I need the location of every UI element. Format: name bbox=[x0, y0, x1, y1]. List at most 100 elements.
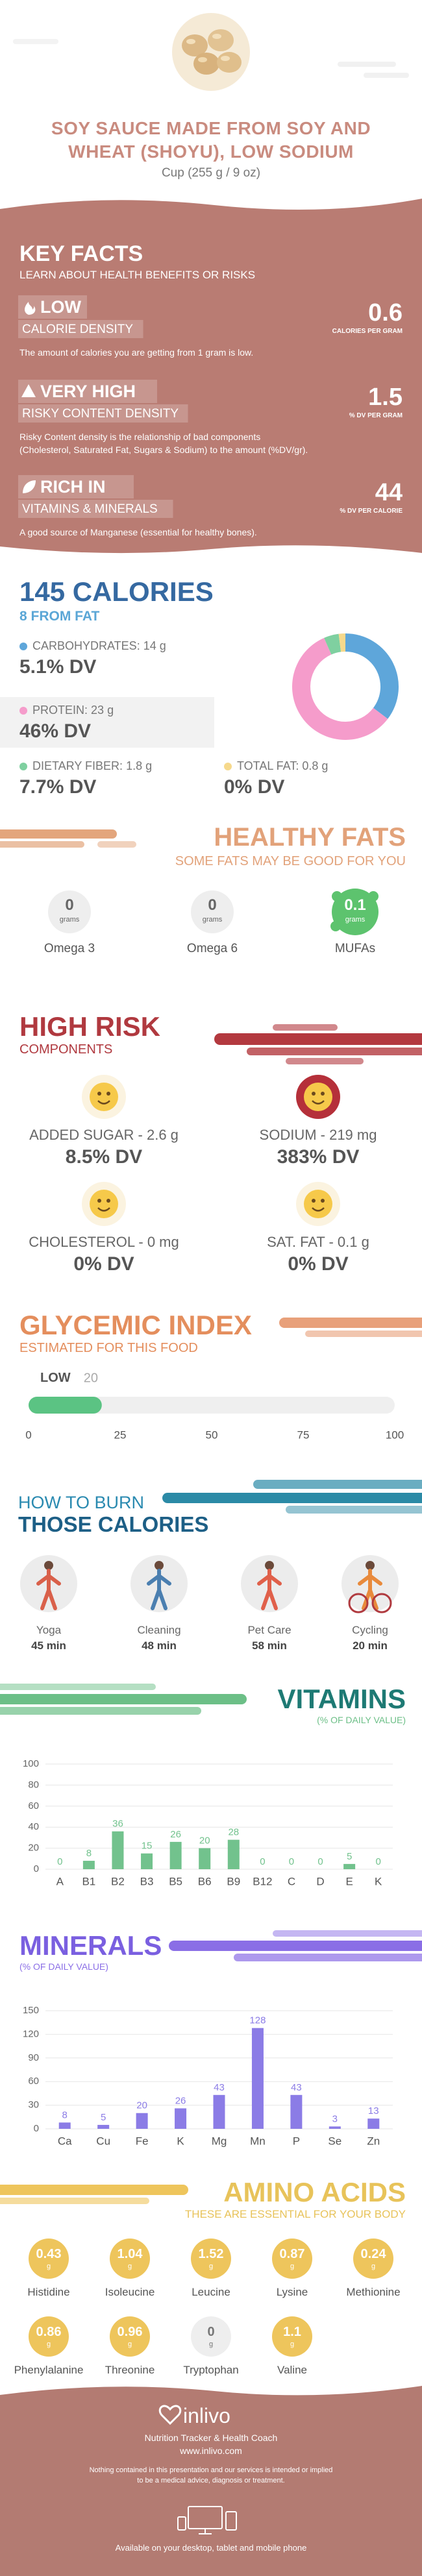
emoji-mouth bbox=[97, 1207, 110, 1212]
amino-value: 0.86 bbox=[36, 2325, 62, 2339]
activity-time: 20 min bbox=[353, 1639, 388, 1652]
amino-stripes bbox=[0, 2185, 188, 2204]
amino-unit: g bbox=[208, 2263, 214, 2270]
value-label: 43 bbox=[291, 2082, 302, 2093]
y-tick-label: 30 bbox=[28, 2100, 39, 2111]
value-label: 5 bbox=[347, 1851, 352, 1862]
value-label: 43 bbox=[214, 2082, 225, 2093]
glycemic-level: LOW bbox=[40, 1371, 71, 1385]
device-icon bbox=[177, 2506, 237, 2534]
value-label: 28 bbox=[228, 1827, 239, 1838]
bar bbox=[82, 1861, 95, 1869]
bar bbox=[329, 2126, 341, 2129]
emoji-mouth bbox=[97, 1100, 110, 1105]
y-tick-label: 90 bbox=[28, 2052, 39, 2063]
bar bbox=[367, 2118, 380, 2129]
text-part: g bbox=[321, 759, 329, 772]
emoji-eye bbox=[97, 1092, 101, 1096]
amino-unit: g bbox=[208, 2340, 214, 2348]
fat-unit: grams bbox=[202, 916, 223, 924]
fat-name: Omega 3 bbox=[43, 942, 95, 955]
fact-value: 1.5 bbox=[368, 384, 403, 411]
emoji-eye bbox=[321, 1092, 325, 1096]
bike-wheel bbox=[348, 1593, 369, 1613]
x-tick-label: B12 bbox=[253, 1875, 272, 1887]
donut-segment bbox=[338, 633, 345, 652]
donut-segment bbox=[324, 633, 341, 655]
fact-label: CALORIE DENSITY bbox=[22, 323, 134, 336]
text-part: TOTAL FAT: bbox=[237, 759, 299, 772]
emoji-face bbox=[304, 1083, 332, 1111]
section-subtitle: LEARN ABOUT HEALTH BENEFITS OR RISKS bbox=[19, 269, 256, 281]
calories-from-fat: 8 FROM FAT bbox=[19, 609, 100, 624]
text-part: g bbox=[107, 704, 114, 717]
x-tick-label: E bbox=[345, 1875, 353, 1887]
bar bbox=[169, 1841, 182, 1869]
text-part: 23 bbox=[91, 704, 105, 717]
amino-name: Threonine bbox=[105, 2364, 155, 2376]
amino-name: Isoleucine bbox=[105, 2286, 155, 2298]
activity-time: 58 min bbox=[252, 1639, 287, 1652]
serving-size: Cup (255 g / 9 oz) bbox=[161, 166, 261, 180]
value-label: 0 bbox=[57, 1856, 62, 1867]
value-label: 0 bbox=[289, 1856, 294, 1867]
amino-circle bbox=[29, 2316, 69, 2357]
amino-unit: g bbox=[127, 2263, 132, 2270]
vitamins-stripes bbox=[0, 1684, 247, 1715]
amino-circle bbox=[29, 2239, 69, 2279]
text-part: 14 bbox=[143, 639, 156, 652]
amino-unit: g bbox=[290, 2263, 295, 2270]
fat-bubble bbox=[368, 891, 379, 902]
brand: inlivo bbox=[183, 2404, 230, 2427]
fact-value: 0.6 bbox=[368, 299, 403, 326]
text-part: 1.8 bbox=[126, 759, 143, 772]
fact-level: LOW bbox=[40, 297, 81, 317]
fat-name: Omega 6 bbox=[186, 942, 238, 955]
bar bbox=[251, 2028, 264, 2129]
fact-icon bbox=[23, 480, 36, 493]
key-facts-background bbox=[0, 199, 422, 554]
bar bbox=[343, 1863, 356, 1869]
amino-value: 0.96 bbox=[117, 2325, 143, 2339]
x-tick-label: B3 bbox=[140, 1875, 154, 1887]
title-line: WHEAT (SHOYU), LOW SODIUM bbox=[68, 141, 354, 162]
x-tick-label: Fe bbox=[136, 2135, 149, 2147]
fact-label-strip bbox=[18, 404, 188, 423]
text-part: g bbox=[159, 639, 166, 652]
y-tick-label: 60 bbox=[28, 1800, 39, 1811]
amino-circle bbox=[272, 2316, 312, 2357]
healthy-fats-stripes bbox=[0, 829, 136, 848]
x-tick-label: Cu bbox=[96, 2135, 110, 2147]
risk-label: SAT. FAT - 0.1 g bbox=[267, 1234, 369, 1250]
section-title: MINERALS bbox=[19, 1930, 162, 1961]
x-tick-label: Mg bbox=[212, 2135, 227, 2147]
y-tick-label: 0 bbox=[34, 1863, 39, 1874]
emoji-face bbox=[90, 1190, 118, 1218]
amino-value: 1.04 bbox=[117, 2247, 143, 2261]
gauge-value: 20 bbox=[84, 1371, 98, 1385]
activity-name: Yoga bbox=[36, 1624, 62, 1636]
text-part: PROTEIN: bbox=[32, 704, 88, 717]
risk-label: CHOLESTEROL - 0 mg bbox=[29, 1234, 179, 1250]
x-tick-label: 75 bbox=[297, 1429, 310, 1441]
x-tick-label: Se bbox=[328, 2135, 341, 2147]
title-line: SOY SAUCE MADE FROM SOY AND bbox=[51, 118, 371, 138]
fact-level-box bbox=[18, 475, 134, 498]
x-tick-label: B9 bbox=[227, 1875, 240, 1887]
disclaimer: to be a medical advice, diagnosis or tre… bbox=[137, 2477, 285, 2484]
emoji-face bbox=[90, 1083, 118, 1111]
amino-name: Histidine bbox=[27, 2286, 70, 2298]
section-title: KEY FACTS bbox=[19, 241, 143, 266]
figure-body bbox=[36, 1569, 61, 1610]
value-label: 8 bbox=[62, 2109, 68, 2120]
value-label: 3 bbox=[332, 2113, 338, 2124]
x-tick-label: 25 bbox=[114, 1429, 127, 1441]
amino-value: 1.1 bbox=[283, 2325, 301, 2339]
value-label: 26 bbox=[175, 2095, 186, 2106]
section-subtitle: SOME FATS MAY BE GOOD FOR YOU bbox=[175, 854, 406, 868]
heart-logo bbox=[158, 2405, 182, 2425]
fat-bubble bbox=[332, 891, 342, 902]
amino-name: Valine bbox=[277, 2364, 307, 2376]
amino-name: Leucine bbox=[192, 2286, 230, 2298]
risk-dv: 0% DV bbox=[73, 1253, 134, 1275]
